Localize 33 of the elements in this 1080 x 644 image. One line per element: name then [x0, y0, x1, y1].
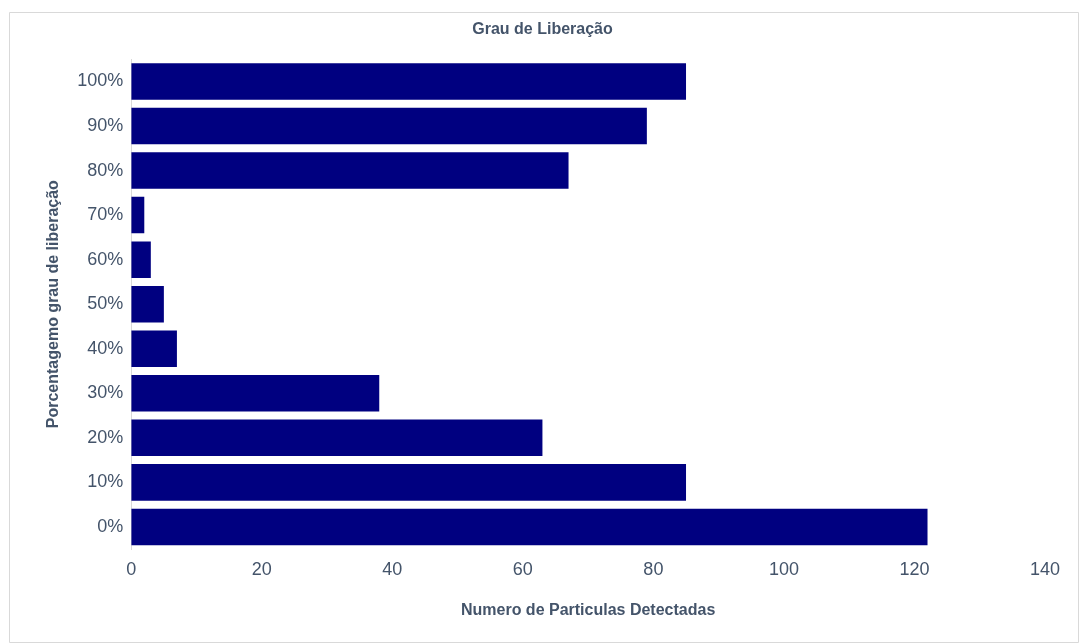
- y-tick-label: 100%: [77, 70, 124, 91]
- x-tick-label: 120: [899, 558, 930, 579]
- y-tick-label: 90%: [87, 114, 124, 135]
- y-tick-label: 50%: [87, 293, 124, 314]
- x-tick-label: 100: [768, 558, 799, 579]
- bar: [131, 508, 928, 546]
- x-tick-label: 40: [382, 558, 403, 579]
- bar: [131, 330, 177, 368]
- y-tick-label: 30%: [87, 382, 124, 403]
- x-tick-label: 60: [512, 558, 533, 579]
- y-tick-label: 80%: [87, 159, 124, 180]
- bar: [131, 152, 569, 189]
- bar: [131, 464, 687, 501]
- chart-title: Grau de Liberação: [472, 20, 613, 38]
- bar: [131, 241, 151, 278]
- x-axis-title: Numero de Particulas Detectadas: [460, 600, 716, 618]
- y-axis-title: Porcentagemo grau de liberação: [44, 179, 62, 429]
- y-tick-label: 0%: [97, 515, 124, 536]
- y-tick-label: 10%: [87, 471, 124, 492]
- x-tick-label: 20: [251, 558, 272, 579]
- x-tick-label: 80: [643, 558, 664, 579]
- x-tick-label: 0: [126, 558, 137, 579]
- y-tick-label: 60%: [87, 248, 124, 269]
- bar: [131, 63, 687, 100]
- x-tick-label: 140: [1029, 558, 1061, 579]
- bar: [131, 196, 145, 234]
- bar: [131, 107, 647, 145]
- y-tick-label: 20%: [87, 426, 124, 447]
- y-tick-label: 70%: [87, 204, 124, 225]
- bar: [131, 285, 164, 323]
- y-tick-label: 40%: [87, 337, 124, 358]
- bar: [131, 375, 380, 412]
- bar: [131, 419, 543, 457]
